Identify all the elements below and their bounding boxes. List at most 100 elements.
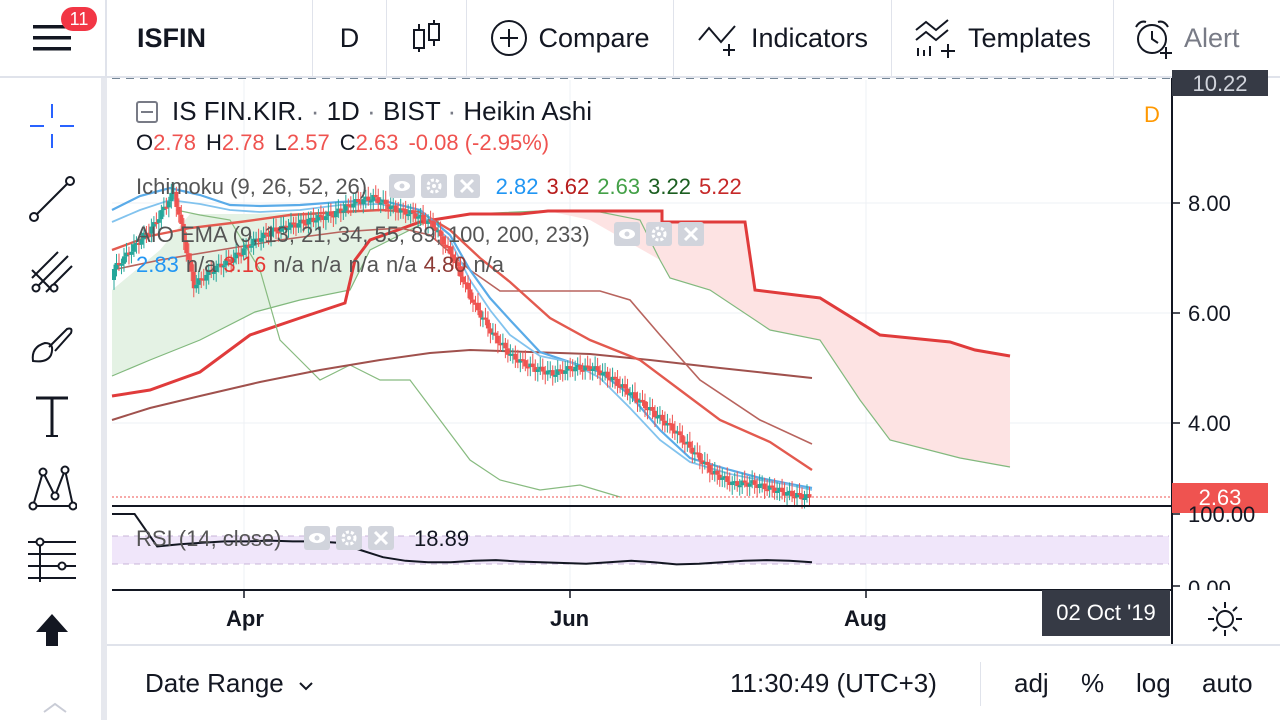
candle-body — [560, 370, 565, 374]
expand-handle[interactable] — [40, 700, 70, 714]
text-tool[interactable] — [22, 386, 82, 446]
ichimoku-name[interactable]: Ichimoku (9, 26, 52, 26) — [136, 174, 368, 199]
candle-body — [226, 259, 231, 262]
auto-toggle[interactable]: auto — [1202, 668, 1253, 698]
candle-body — [700, 460, 705, 465]
candle-body — [328, 212, 333, 216]
candle-body — [757, 484, 762, 488]
candle-body — [588, 366, 593, 371]
candle-body — [618, 385, 623, 388]
ichimoku-value-1: 2.82 — [495, 174, 539, 199]
candle-body — [687, 441, 692, 448]
candle-body — [682, 442, 687, 445]
candle-body — [378, 202, 383, 205]
ema-value-8: 4.80 — [423, 252, 467, 277]
candle-body — [770, 485, 775, 488]
candle-body — [555, 369, 560, 375]
percent-toggle[interactable]: % — [1081, 668, 1105, 698]
candle-body — [705, 461, 710, 465]
rsi-name[interactable]: RSI (14, close) — [136, 526, 282, 551]
adj-toggle[interactable]: adj — [1014, 668, 1049, 698]
candle-body — [755, 484, 760, 488]
candle-body — [795, 492, 800, 498]
ema-name[interactable]: AIO EMA (9, 13, 21, 34, 55, 89, 100, 200… — [136, 222, 590, 247]
crosshair-tool[interactable] — [22, 96, 82, 156]
interval-button[interactable]: D — [313, 0, 387, 77]
candle-body — [600, 372, 605, 376]
date-range-label: Date Range — [145, 668, 284, 698]
compare-label: Compare — [538, 22, 650, 53]
ema-value-5: n/a — [310, 252, 342, 277]
candle-body — [498, 343, 503, 346]
legend-symbol: IS FIN.KIR. — [172, 96, 304, 126]
candle-body — [725, 476, 730, 482]
clock-label[interactable]: 11:30:49 (UTC+3) — [730, 668, 937, 698]
eye-icon[interactable] — [303, 526, 330, 550]
candle-body — [423, 220, 428, 224]
indicators-icon — [698, 25, 736, 56]
candle-body — [722, 476, 727, 479]
candle-body — [244, 244, 249, 249]
candle-body — [800, 494, 805, 500]
candle-body — [792, 496, 797, 499]
candle-body — [363, 196, 368, 200]
gear-icon[interactable] — [335, 526, 362, 550]
candle-body — [156, 219, 161, 223]
templates-button[interactable]: Templates — [892, 0, 1114, 77]
candle-body — [470, 299, 475, 303]
candle-body — [373, 194, 378, 198]
candle-body — [528, 363, 533, 367]
pattern-tool[interactable] — [22, 458, 82, 518]
candle-body — [543, 371, 548, 375]
candle-body — [610, 376, 615, 381]
trend-line-tool[interactable] — [22, 169, 82, 229]
candle-body — [530, 363, 535, 368]
candle-body — [797, 492, 802, 495]
candle-body — [630, 392, 635, 395]
candle-body — [767, 485, 772, 490]
eye-icon[interactable] — [613, 222, 640, 246]
candle-body — [119, 263, 124, 266]
candle-body — [146, 233, 151, 236]
candle-body — [234, 252, 239, 259]
chart-area[interactable] — [107, 78, 1280, 644]
candle-body — [366, 196, 371, 201]
candle-body — [675, 431, 680, 434]
candle-body — [154, 222, 159, 225]
ohlc-h-label: H — [205, 130, 222, 155]
candle-body — [139, 239, 144, 245]
candle-body — [775, 490, 780, 493]
fib-tool[interactable] — [22, 242, 82, 302]
chart-settings-button[interactable] — [1206, 600, 1244, 638]
symbol-search-button[interactable]: ISFIN — [107, 0, 313, 77]
compare-button[interactable]: Compare — [467, 0, 674, 77]
candle-body — [286, 227, 291, 230]
candle-body — [480, 317, 485, 320]
log-toggle[interactable]: log — [1136, 668, 1171, 698]
price-chart[interactable] — [107, 78, 1280, 644]
menu-button[interactable]: 11 — [0, 0, 107, 77]
gear-icon[interactable] — [421, 174, 448, 198]
legend-collapse-icon[interactable] — [136, 101, 158, 123]
ema-controls — [613, 222, 705, 252]
candle-body — [144, 232, 149, 235]
gear-icon[interactable] — [646, 222, 672, 246]
eye-icon[interactable] — [389, 174, 416, 198]
sun-settings-icon — [1208, 602, 1242, 636]
close-icon[interactable] — [678, 222, 705, 246]
prediction-tool[interactable] — [22, 530, 82, 590]
price-axis[interactable]: 10.22 8.00 6.00 4.00 2.63 100.00 0.00 — [1172, 70, 1280, 644]
candle-body — [164, 206, 169, 209]
close-icon[interactable] — [367, 526, 394, 550]
scroll-up-button[interactable] — [22, 600, 82, 660]
close-icon[interactable] — [453, 174, 480, 198]
rsi-tick-0: 0.00 — [1188, 576, 1231, 590]
chart-type-button[interactable] — [387, 0, 467, 77]
candle-body — [515, 359, 520, 363]
ohlc-h-value: 2.78 — [221, 130, 265, 155]
indicators-button[interactable]: Indicators — [674, 0, 892, 77]
brush-tool[interactable] — [22, 315, 82, 375]
date-range-button[interactable]: Date Range — [145, 668, 315, 699]
candle-body — [448, 246, 453, 255]
alert-button[interactable]: Alert — [1114, 0, 1280, 77]
